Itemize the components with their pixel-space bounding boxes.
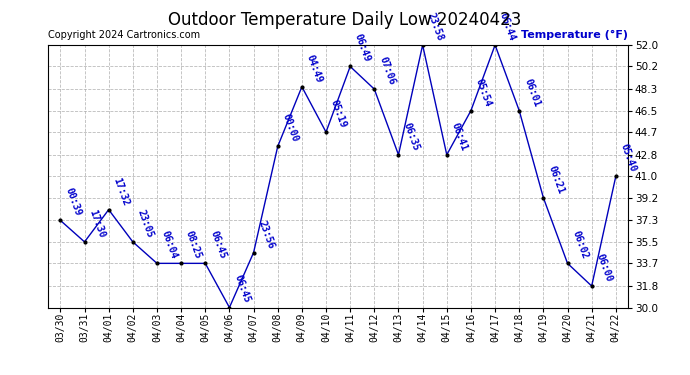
Text: 08:25: 08:25 [184, 230, 204, 261]
Text: 05:40: 05:40 [619, 142, 638, 174]
Text: Temperature (°F): Temperature (°F) [521, 30, 628, 40]
Text: 23:58: 23:58 [426, 11, 445, 42]
Text: 00:00: 00:00 [281, 112, 300, 144]
Text: 00:39: 00:39 [63, 187, 83, 218]
Text: 06:21: 06:21 [546, 164, 566, 195]
Text: 05:54: 05:54 [474, 77, 493, 108]
Text: 17:30: 17:30 [88, 208, 107, 239]
Text: 06:02: 06:02 [571, 230, 590, 261]
Text: 23:56: 23:56 [257, 219, 276, 250]
Text: 06:44: 06:44 [498, 11, 518, 42]
Text: 06:35: 06:35 [402, 121, 421, 152]
Text: 06:00: 06:00 [595, 252, 614, 283]
Text: 07:06: 07:06 [377, 56, 397, 86]
Text: 06:45: 06:45 [233, 274, 252, 305]
Text: 06:01: 06:01 [522, 77, 542, 108]
Text: 06:45: 06:45 [208, 230, 228, 261]
Text: 23:05: 23:05 [136, 208, 155, 239]
Text: 06:04: 06:04 [160, 230, 179, 261]
Text: Outdoor Temperature Daily Low 20240423: Outdoor Temperature Daily Low 20240423 [168, 11, 522, 29]
Text: 06:41: 06:41 [450, 121, 469, 152]
Text: Copyright 2024 Cartronics.com: Copyright 2024 Cartronics.com [48, 30, 200, 40]
Text: 17:32: 17:32 [112, 176, 131, 207]
Text: 04:49: 04:49 [305, 53, 324, 84]
Text: 05:19: 05:19 [329, 98, 348, 129]
Text: 06:49: 06:49 [353, 33, 373, 64]
